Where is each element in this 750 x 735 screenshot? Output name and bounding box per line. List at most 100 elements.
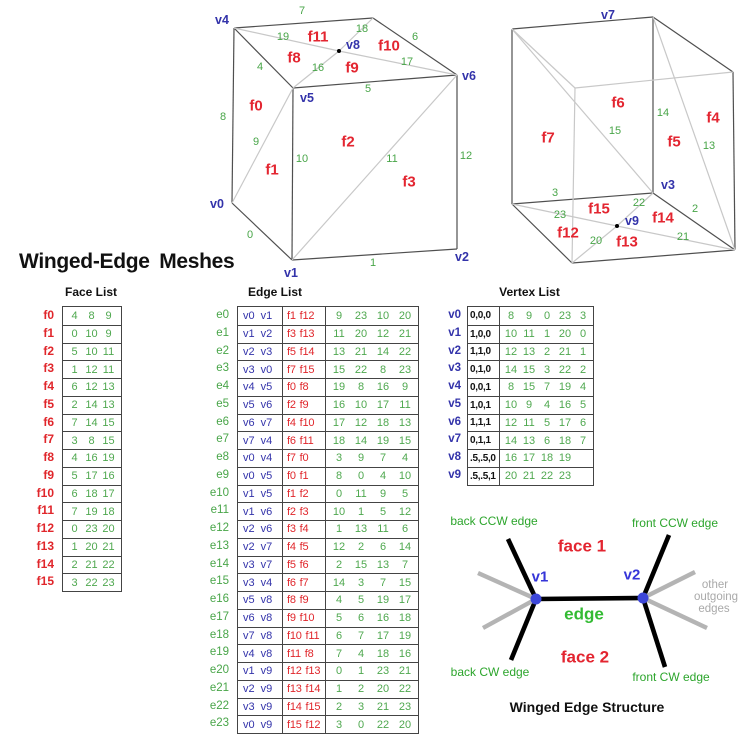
- number-value: 3: [579, 309, 587, 322]
- number-value: 11: [333, 328, 345, 341]
- edge-wings-cell: 0 1 23 21: [325, 663, 418, 680]
- number-value: 3: [71, 576, 78, 589]
- edge-faces-cell: f15 f12: [282, 716, 325, 733]
- number-value: 14: [354, 434, 368, 447]
- vertex-edges-cell: 16 17 18 19: [499, 450, 593, 467]
- vertex-list-row: 0,0,0 8 9 0 23 3: [468, 307, 593, 325]
- vertex-coords-cell: 1,0,1: [470, 399, 491, 411]
- number-value: 6: [543, 434, 551, 447]
- edge-label: e6: [216, 415, 229, 428]
- number-value: 19: [398, 629, 412, 642]
- number-value: 11: [523, 416, 535, 429]
- number-value: 12: [376, 328, 390, 341]
- cube-edge-line: [571, 87, 576, 264]
- face-edges-cell: 0 23 20: [63, 521, 121, 538]
- vertex-coords-cell: 1,1,0: [470, 346, 491, 358]
- number-value: 12: [85, 363, 98, 376]
- edge-label: e17: [209, 610, 229, 623]
- edge-faces-cell: f2 f9: [282, 396, 325, 414]
- edge-number-label: 16: [312, 62, 324, 74]
- edge-faces-cell: f0 f8: [282, 379, 325, 396]
- edge-list-row: v5 v8 f8 f9 4 5 19 17: [238, 591, 418, 609]
- winged-structure-caption: Winged Edge Structure: [509, 699, 665, 715]
- edge-list-row: v6 v7 f4 f10 17 12 18 13: [238, 413, 418, 432]
- edge-faces-cell: f6 f7: [282, 574, 325, 591]
- face-label: f15: [588, 201, 610, 218]
- number-value: 5: [71, 345, 78, 358]
- number-value: 1: [335, 683, 343, 696]
- edge-vertices-cell: v2 v9: [243, 683, 273, 696]
- vertex-label: v9: [625, 214, 639, 228]
- edge-faces-cell: f7 f15: [282, 361, 325, 378]
- edge-list-row: v2 v7 f4 f5 12 2 6 14: [238, 537, 418, 556]
- number-value: 15: [354, 558, 368, 571]
- number-value: 8: [335, 470, 343, 483]
- number-value: 15: [102, 416, 115, 429]
- number-value: 6: [379, 541, 387, 554]
- edge-number-label: 4: [257, 61, 263, 73]
- edge-number-label: 2: [692, 203, 698, 215]
- edge-vertices-cell: v1 v6: [243, 505, 273, 518]
- edge-label: e19: [209, 646, 229, 659]
- edge-wings-cell: 18 14 19 15: [325, 432, 418, 449]
- edge-number-label: 13: [703, 140, 715, 152]
- number-value: 20: [398, 718, 412, 731]
- number-value: 19: [558, 381, 572, 394]
- number-value: 4: [71, 309, 78, 322]
- number-value: 23: [398, 700, 412, 713]
- face-edges-cell: 6 12 13: [63, 379, 121, 396]
- number-value: 18: [376, 647, 390, 660]
- vertex-list-table: 0,0,0 8 9 0 23 3 1,0,0 10 11 1 20 0 1,1,0 12 13 2 2…: [467, 306, 594, 486]
- vertex-dot: [337, 49, 341, 53]
- vertex-label: v4: [448, 380, 461, 392]
- edge-vertices-cell: v2 v3: [243, 345, 273, 358]
- edge-vertices-cell: v3 v7: [243, 558, 273, 571]
- edge-wings-cell: 12 2 6 14: [325, 538, 418, 556]
- edge-list-row: v1 v9 f12 f13 0 1 23 21: [238, 662, 418, 680]
- face-list-row: 1 20 21: [63, 537, 121, 556]
- face-label: f3: [43, 361, 54, 376]
- edge-faces-cell: f8 f9: [282, 592, 325, 609]
- edge-faces-cell: f5 f14: [282, 343, 325, 361]
- vertex-list-row-labels: v0 v1 v2 v3 v4 v5 v6 v7 v8 v9: [431, 307, 461, 485]
- number-value: 12: [85, 381, 98, 394]
- number-value: 11: [102, 363, 115, 376]
- cube-edge-line: [616, 192, 654, 227]
- number-value: 23: [85, 523, 98, 536]
- number-value: 13: [332, 345, 346, 358]
- other-edges-label: edges: [698, 603, 730, 615]
- number-value: 11: [355, 487, 367, 500]
- face-label: f14: [36, 556, 54, 571]
- number-value: 5: [379, 505, 387, 518]
- vertex-label: v8: [346, 38, 360, 52]
- number-value: 5: [357, 594, 365, 607]
- number-value: 10: [85, 328, 98, 341]
- edge-wings-cell: 16 10 17 11: [325, 396, 418, 414]
- cube-edge-line: [511, 192, 654, 205]
- number-value: 13: [398, 416, 412, 429]
- number-value: 1: [357, 665, 365, 678]
- edge-list-row: v0 v5 f0 f1 8 0 4 10: [238, 466, 418, 485]
- number-value: 18: [102, 505, 115, 518]
- vertex-label: v9: [448, 468, 461, 481]
- vertex-list-row: 1,0,1 10 9 4 16 5: [468, 395, 593, 414]
- number-value: 4: [379, 470, 387, 483]
- vertex-list-row: 0,1,1 14 13 6 18 7: [468, 431, 593, 449]
- number-value: 20: [102, 523, 115, 536]
- edge-list-row: v0 v4 f7 f0 3 9 7 4: [238, 449, 418, 467]
- edge-number-label: 8: [220, 111, 226, 123]
- edge-faces-cell: f13 f14: [282, 680, 325, 698]
- number-value: 19: [376, 594, 390, 607]
- vertex-edges-cell: 14 15 3 22 2: [499, 361, 593, 378]
- number-value: 21: [558, 345, 572, 358]
- number-value: 22: [540, 470, 554, 483]
- edge-label: e18: [209, 628, 229, 641]
- wing-edge-label: back CW edge: [451, 665, 530, 679]
- vertex-label: v3: [661, 178, 675, 192]
- edge-wings-cell: 0 11 9 5: [325, 485, 418, 503]
- number-value: 16: [85, 452, 98, 465]
- number-value: 21: [398, 665, 412, 678]
